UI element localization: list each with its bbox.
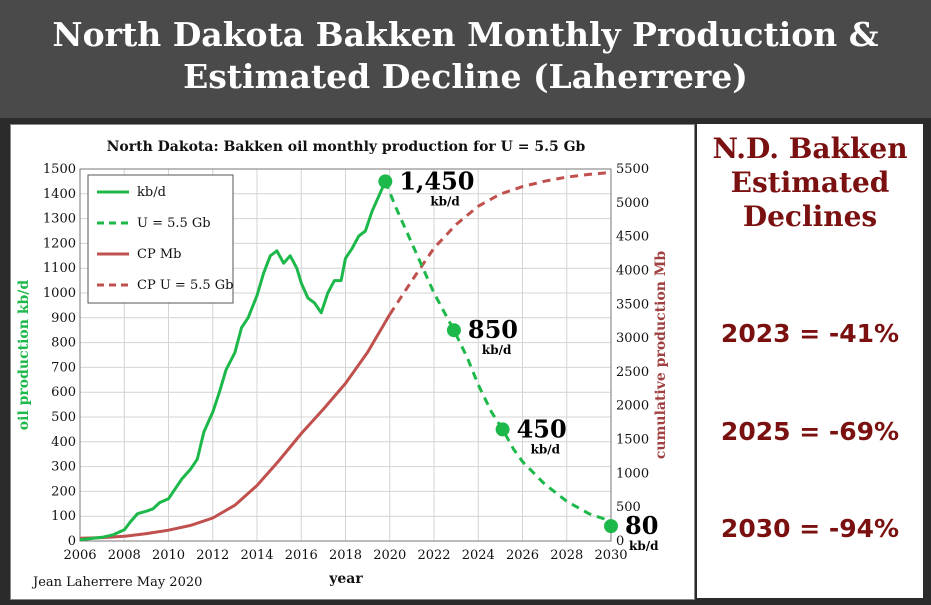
y2-tick-label: 1500 (616, 433, 649, 448)
x-tick-label: 2024 (462, 548, 495, 563)
x-tick-label: 2028 (550, 548, 583, 563)
legend-label: CP Mb (137, 247, 181, 262)
legend-label: CP U = 5.5 Gb (137, 278, 233, 293)
x-tick-label: 2018 (329, 548, 362, 563)
y2-tick-label: 4000 (616, 263, 649, 278)
y-axis-label: oil production kb/d (16, 280, 32, 431)
y2-tick-labels: 0 500 1000 1500 2000 2500 3000 3500 4000 4500 5000… (616, 162, 649, 549)
y2-tick-label: 2000 (616, 399, 649, 414)
banner-title: North Dakota Bakken Monthly Production &… (0, 14, 931, 98)
legend: kb/d U = 5.5 Gb CP Mb CP U = 5.5 Gb (87, 174, 234, 304)
y-tick-labels: 0 100 200 300 400 500 600 700 800 900 1000 1100 1200… (43, 162, 76, 549)
y-tick-label: 1200 (43, 236, 76, 251)
legend-items: kb/d U = 5.5 Gb CP Mb CP U = 5.5 Gb (97, 185, 233, 293)
y-tick-label: 500 (51, 410, 76, 425)
x-axis-label: year (328, 571, 363, 587)
annotation-unit: kb/d (482, 343, 512, 357)
annotation-marker (446, 323, 461, 338)
series-line-3 (79, 313, 392, 540)
x-tick-labels: 2006 2008 2010 2012 2014 2016 2018 2020 2022 2024… (63, 548, 627, 563)
x-tick-label: 2030 (594, 548, 627, 563)
x-tick-label: 2014 (240, 548, 273, 563)
declines-title-line-2: Estimated (730, 166, 890, 199)
annotation-value: 80 (625, 511, 658, 540)
credit-text: Jean Laherrere May 2020 (31, 575, 202, 590)
declines-title-line-1: N.D. Bakken (712, 132, 908, 165)
legend-box (87, 174, 234, 304)
annotation-unit: kb/d (629, 539, 659, 553)
title-banner: North Dakota Bakken Monthly Production &… (0, 0, 931, 118)
series-line-4 (388, 170, 612, 316)
y2-tick-label: 5000 (616, 196, 649, 211)
series-line-2 (383, 180, 612, 523)
y2-tick-label: 4500 (616, 230, 649, 245)
y-tick-label: 1400 (43, 187, 76, 202)
y2-tick-label: 500 (616, 500, 641, 515)
y2-tick-label: 3000 (616, 331, 649, 346)
y-tick-label: 1100 (43, 261, 76, 276)
y-tick-label: 1000 (43, 286, 76, 301)
y-tick-label: 400 (51, 435, 76, 450)
y2-tick-label: 3500 (616, 297, 649, 312)
declines-title: N.D. Bakken Estimated Declines (697, 132, 923, 234)
annotation-marker (495, 422, 510, 437)
y2-tick-label: 1000 (616, 466, 649, 481)
legend-label: U = 5.5 Gb (137, 216, 211, 231)
annotation-marker (378, 174, 393, 189)
annotation-unit: kb/d (531, 442, 561, 456)
x-tick-label: 2008 (108, 548, 141, 563)
production-chart: North Dakota: Bakken oil monthly product… (16, 139, 669, 590)
x-tick-label: 2016 (285, 548, 318, 563)
y2-axis-label: cumulative production Mb (653, 251, 669, 459)
y-tick-label: 700 (51, 360, 76, 375)
banner-title-line-1: North Dakota Bakken Monthly Production & (52, 15, 879, 54)
declines-title-line-3: Declines (742, 200, 878, 233)
chart-title: North Dakota: Bakken oil monthly product… (107, 139, 586, 155)
x-tick-label: 2012 (196, 548, 229, 563)
y-tick-label: 1500 (43, 162, 76, 177)
decline-2023: 2023 = -41% (720, 319, 900, 348)
y2-tick-label: 0 (616, 534, 624, 549)
annotation-value: 1,450 (399, 166, 474, 195)
plot-area-border (79, 168, 612, 542)
y-tick-label: 100 (51, 509, 76, 524)
annotation-value: 850 (468, 315, 518, 344)
series-line-1 (79, 180, 387, 542)
y2-tick-label: 2500 (616, 365, 649, 380)
decline-2025: 2025 = -69% (720, 417, 900, 446)
y-tick-label: 200 (51, 484, 76, 499)
banner-title-line-2: Estimated Decline (Laherrere) (183, 57, 748, 96)
x-tick-label: 2022 (417, 548, 450, 563)
legend-label: kb/d (137, 185, 166, 200)
x-tick-label: 2006 (63, 548, 96, 563)
annotation-value: 450 (517, 414, 567, 443)
decline-2030: 2030 = -94% (720, 514, 900, 543)
y-tick-label: 800 (51, 336, 76, 351)
x-tick-label: 2010 (152, 548, 185, 563)
y-tick-label: 900 (51, 311, 76, 326)
declines-panel: N.D. Bakken Estimated Declines 2023 = -4… (697, 124, 923, 598)
y2-tick-label: 5500 (616, 162, 649, 177)
series-layer (79, 170, 612, 542)
x-tick-label: 2020 (373, 548, 406, 563)
annotation-marker (604, 519, 618, 534)
y-tick-label: 300 (51, 460, 76, 475)
y-tick-label: 0 (68, 534, 76, 549)
chart-panel: North Dakota: Bakken oil monthly product… (10, 124, 695, 600)
y-tick-label: 1300 (43, 212, 76, 227)
x-tick-label: 2026 (506, 548, 539, 563)
y-tick-label: 600 (51, 385, 76, 400)
annotation-unit: kb/d (430, 194, 460, 208)
